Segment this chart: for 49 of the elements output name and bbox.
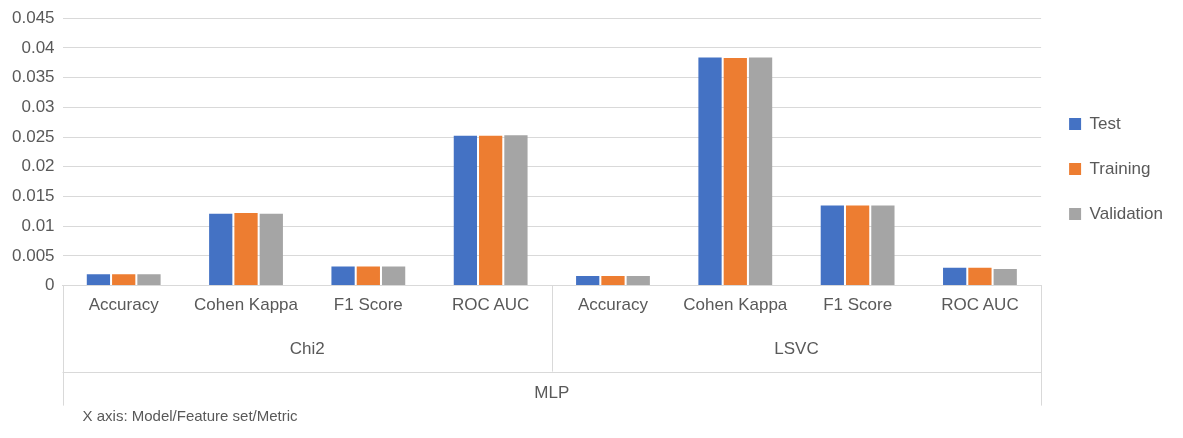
text: X axis: Model/Feature set/Metric xyxy=(82,406,299,424)
bar xyxy=(626,276,650,286)
bar xyxy=(331,266,355,286)
bar xyxy=(112,274,136,286)
x-tick-label: F1 Score xyxy=(823,295,893,315)
bar xyxy=(748,57,773,286)
x-tick-label: ROC AUC xyxy=(451,295,530,315)
y-tick-label: 0.015 xyxy=(11,186,55,206)
bar xyxy=(601,276,625,286)
legend-label: Training xyxy=(1089,158,1151,178)
bar xyxy=(234,213,258,286)
bar xyxy=(86,274,111,286)
y-tick-label: 0 xyxy=(45,275,55,295)
bar xyxy=(723,58,747,286)
bar xyxy=(845,205,870,286)
x-tick-label: Accuracy xyxy=(88,295,160,315)
bar xyxy=(504,135,528,286)
y-tick-label: 0.025 xyxy=(11,126,55,146)
text: LSVC xyxy=(774,339,819,359)
bar xyxy=(871,205,895,286)
y-tick-label: 0.035 xyxy=(11,67,55,87)
y-tick-label: 0.005 xyxy=(11,245,55,265)
bar xyxy=(259,213,283,286)
x-tick-label: Cohen Kappa xyxy=(683,295,788,315)
bar xyxy=(943,267,967,286)
bar xyxy=(209,213,233,286)
legend-label: Validation xyxy=(1089,203,1163,223)
bar xyxy=(356,266,380,286)
y-tick-label: 0.045 xyxy=(11,7,55,27)
bar xyxy=(453,135,478,286)
bar xyxy=(137,274,161,286)
bar xyxy=(381,266,406,286)
bar xyxy=(576,276,600,286)
bar xyxy=(820,205,844,286)
x-tick-label: F1 Score xyxy=(333,295,403,315)
y-tick-label: 0.01 xyxy=(21,215,55,235)
bar xyxy=(993,268,1017,286)
bar xyxy=(968,267,992,286)
legend-label: Test xyxy=(1089,113,1122,133)
y-tick-label: 0.03 xyxy=(21,97,55,117)
bar xyxy=(698,57,722,286)
text: MLP xyxy=(534,383,570,403)
y-tick-label: 0.04 xyxy=(21,37,55,57)
y-tick-label: 0.02 xyxy=(21,156,55,176)
text: Chi2 xyxy=(289,339,325,359)
bar xyxy=(479,135,503,286)
x-tick-label: Cohen Kappa xyxy=(194,295,299,315)
x-tick-label: ROC AUC xyxy=(941,295,1019,315)
x-tick-label: Accuracy xyxy=(578,295,649,315)
